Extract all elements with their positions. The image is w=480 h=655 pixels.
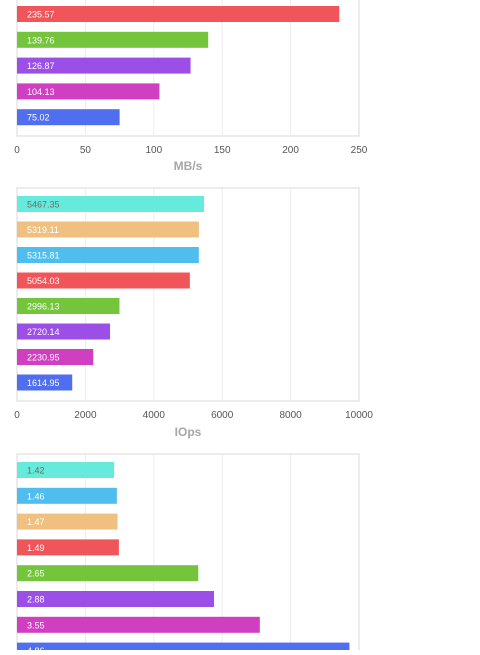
bar [17,109,120,126]
bar [17,565,199,582]
data-label: 139.76 [27,35,55,45]
data-label: 3.55 [27,620,45,630]
data-label: 4.86 [27,646,45,650]
data-label: 2720.14 [27,327,60,337]
tick-label: 6000 [211,410,234,421]
tick-label: 0 [14,410,20,421]
bar [17,642,350,655]
bar [17,323,111,340]
axis-title: MB/s [174,159,203,173]
data-label: 5319.11 [27,225,59,235]
data-label: 1.46 [27,491,45,501]
bar [17,272,190,289]
bar [17,487,117,504]
tick-label: 50 [80,145,92,156]
tick-label: 4000 [143,410,166,421]
data-label: 235.57 [27,10,55,20]
bar [17,196,204,212]
tick-label: 10000 [345,410,373,421]
bar [17,539,119,556]
bar [17,616,260,633]
tick-label: 100 [145,145,162,156]
data-label: 1.49 [27,543,45,553]
bar [17,298,120,314]
data-label: 5315.81 [27,251,60,261]
data-label: 5467.35 [27,200,60,210]
plot-frame [16,187,360,402]
tick-label: 200 [282,145,299,156]
bar [17,221,199,238]
data-label: 1.42 [27,466,45,476]
tick-label: 0 [14,145,20,156]
data-label: 2996.13 [27,302,60,312]
data-label: 75.02 [27,113,50,123]
data-label: 2.65 [27,569,45,579]
bar [17,31,209,48]
chart-1: 235.57 139.76 126.87 104.13 75.02 0 50 100 150 20… [14,0,368,173]
axis-title: IOps [175,425,202,439]
bar [17,374,73,391]
data-label: 1614.95 [27,378,60,388]
bar [17,57,191,74]
chart-3: 1.42 1.46 1.47 1.49 2.65 2.88 3.55 4.86 [16,453,360,655]
bar [17,513,118,530]
bar [17,462,115,478]
bar [17,83,160,100]
bar [17,6,340,22]
tick-label: 8000 [279,410,302,421]
data-label: 2230.95 [27,353,60,363]
bar [17,349,94,365]
data-label: 2.88 [27,595,45,605]
data-label: 1.47 [27,517,45,527]
bar [17,591,214,607]
bar [17,247,199,263]
tick-label: 150 [214,145,231,156]
data-label: 126.87 [27,61,55,71]
data-label: 104.13 [27,87,55,97]
tick-label: 250 [351,145,368,156]
data-label: 5054.03 [27,276,60,286]
chart-2: 5467.35 5319.11 5315.81 5054.03 2996.13 2720.… [14,187,373,439]
tick-label: 2000 [74,410,97,421]
